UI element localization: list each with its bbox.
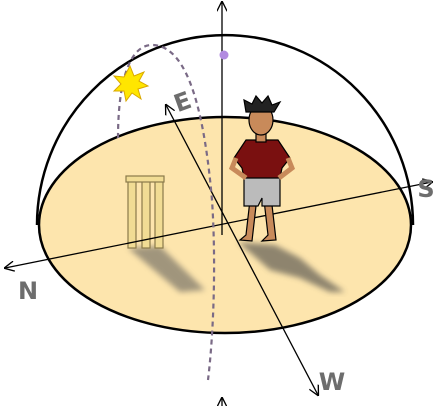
north-label: N: [18, 277, 38, 305]
east-label: E: [170, 86, 195, 118]
zenith-point: [220, 51, 229, 60]
sun: [114, 66, 148, 101]
south-label: S: [417, 175, 434, 203]
west-label: W: [319, 368, 345, 396]
ground-disk: [39, 117, 411, 333]
sun-path-diagram: E S N W: [0, 0, 440, 406]
page: E S N W (() => { const data = JSON.parse…: [0, 0, 440, 406]
